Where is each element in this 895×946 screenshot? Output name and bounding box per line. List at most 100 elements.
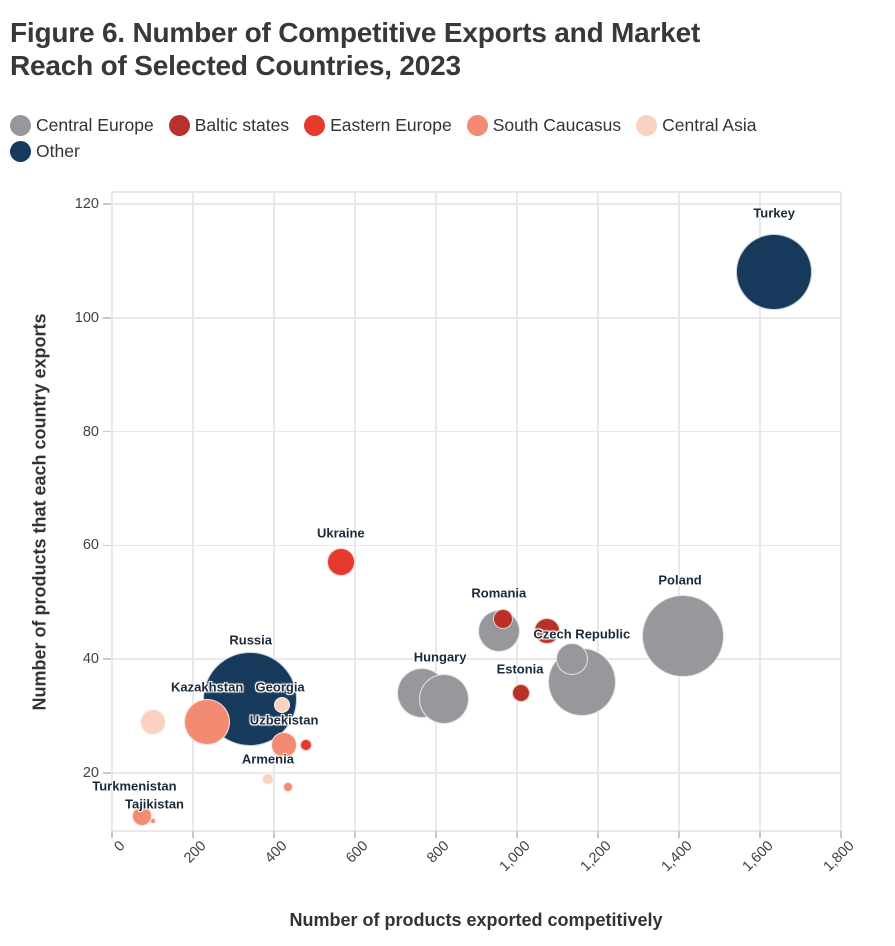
- bubble-turkey: [736, 234, 813, 311]
- legend-item-central-asia: Central Asia: [636, 115, 756, 136]
- gridline-horizontal: [112, 544, 841, 547]
- x-tick-mark: [192, 831, 194, 838]
- legend-label: Central Asia: [662, 115, 757, 135]
- country-label-czech-republic: Czech Republic: [533, 626, 631, 642]
- bubble-unlabeled: [555, 643, 588, 676]
- x-tick-label: 1,400: [658, 838, 696, 875]
- legend-label: Eastern Europe: [330, 115, 452, 135]
- bubble-unlabeled: [283, 782, 294, 793]
- country-label-turkmenistan: Turkmenistan: [92, 778, 177, 794]
- country-label-russia: Russia: [229, 632, 273, 648]
- x-tick-label: 0: [111, 838, 129, 856]
- legend-swatch-icon: [304, 115, 326, 136]
- bubble-ukraine: [326, 548, 355, 577]
- legend-swatch-icon: [10, 141, 31, 162]
- bubble-kazakhstan: [184, 698, 231, 745]
- gridline-horizontal: [112, 658, 841, 660]
- legend-item-baltic-states: Baltic states: [168, 115, 290, 136]
- legend-item-south-caucasus: South Caucasus: [466, 115, 622, 136]
- country-label-georgia: Georgia: [255, 679, 305, 695]
- bubble-uzbekistan: [271, 731, 298, 758]
- legend-label: Other: [36, 141, 80, 161]
- legend-label: Baltic states: [194, 115, 290, 135]
- x-tick-label: 1,600: [739, 838, 777, 875]
- legend-label: Central Europe: [36, 115, 154, 135]
- figure-title: Figure 6. Number of Competitive Exports …: [10, 17, 701, 81]
- legend-swatch-icon: [636, 115, 658, 136]
- bubble-romania: [492, 609, 513, 630]
- country-label-hungary: Hungary: [413, 649, 467, 665]
- bubble-estonia: [512, 684, 531, 703]
- y-tick-mark: [103, 203, 111, 205]
- legend: Central Europe Baltic states Eastern Europ…: [10, 115, 756, 162]
- x-tick-mark: [678, 831, 680, 838]
- x-tick-mark: [111, 831, 113, 838]
- x-axis-title: Number of products exported competitivel…: [289, 910, 663, 930]
- x-tick-label: 1,200: [577, 838, 615, 875]
- x-tick-label: 1,800: [820, 838, 858, 875]
- country-label-tajikistan: Tajikistan: [124, 796, 185, 812]
- y-tick-label: 100: [74, 309, 99, 326]
- x-tick-label: 1,000: [496, 838, 534, 875]
- legend-row-2: Other: [10, 141, 756, 162]
- panel-border-line: [112, 191, 841, 193]
- panel-border-line: [112, 830, 841, 832]
- country-label-estonia: Estonia: [496, 661, 544, 677]
- bubble-tajikistan: [149, 818, 156, 825]
- gridline-horizontal: [112, 317, 841, 319]
- legend-item-central-europe: Central Europe: [10, 115, 154, 136]
- gridline-horizontal: [112, 430, 841, 433]
- country-label-ukraine: Ukraine: [316, 525, 365, 541]
- x-tick-label: 800: [423, 838, 453, 867]
- x-tick-label: 200: [180, 838, 210, 867]
- x-tick-mark: [516, 831, 518, 838]
- country-label-turkey: Turkey: [753, 205, 796, 221]
- bubble-georgia: [274, 696, 291, 713]
- country-label-romania: Romania: [471, 585, 527, 601]
- country-label-poland: Poland: [658, 572, 702, 588]
- y-tick-mark: [103, 430, 111, 433]
- gridline-vertical: [840, 192, 842, 831]
- gridline-horizontal: [112, 203, 841, 205]
- bubble-unlabeled: [534, 617, 561, 644]
- x-tick-mark: [273, 831, 275, 838]
- legend-swatch-icon: [10, 115, 31, 136]
- y-tick-label: 80: [82, 423, 99, 440]
- gridline-vertical: [273, 192, 275, 831]
- bubble-unlabeled: [300, 738, 313, 751]
- gridline-vertical: [192, 192, 194, 831]
- x-tick-mark: [354, 831, 356, 838]
- country-label-kazakhstan: Kazakhstan: [171, 679, 244, 695]
- country-label-uzbekistan: Uzbekistan: [249, 712, 319, 728]
- y-axis-title: Number of products that each country exp…: [29, 312, 50, 711]
- gridline-vertical: [435, 192, 437, 831]
- bubble-turkmenistan: [132, 805, 153, 826]
- gridline-vertical: [516, 192, 518, 831]
- gridline-vertical: [759, 192, 761, 831]
- bubble-poland: [642, 595, 725, 678]
- y-tick-mark: [103, 772, 111, 774]
- legend-swatch-icon: [466, 115, 488, 136]
- country-label-armenia: Armenia: [241, 751, 294, 767]
- y-tick-mark: [103, 544, 111, 547]
- gridline-vertical: [597, 192, 599, 831]
- legend-row-1: Central Europe Baltic states Eastern Europ…: [10, 115, 756, 136]
- bubble-unlabeled: [139, 708, 166, 735]
- y-tick-label: 20: [82, 765, 99, 781]
- y-tick-mark: [103, 317, 111, 319]
- gridline-horizontal: [112, 772, 841, 774]
- gridline-vertical: [111, 192, 113, 831]
- y-tick-label: 120: [74, 196, 99, 212]
- y-tick-label: 40: [82, 651, 99, 668]
- gridline-vertical: [678, 192, 680, 831]
- legend-swatch-icon: [168, 115, 190, 136]
- y-tick-mark: [103, 658, 111, 660]
- gridline-vertical: [354, 192, 356, 831]
- legend-label: South Caucasus: [492, 115, 622, 135]
- x-tick-label: 400: [261, 838, 291, 867]
- x-tick-label: 600: [342, 838, 372, 867]
- x-tick-mark: [597, 831, 599, 838]
- x-tick-mark: [759, 831, 761, 838]
- y-tick-label: 60: [82, 537, 99, 554]
